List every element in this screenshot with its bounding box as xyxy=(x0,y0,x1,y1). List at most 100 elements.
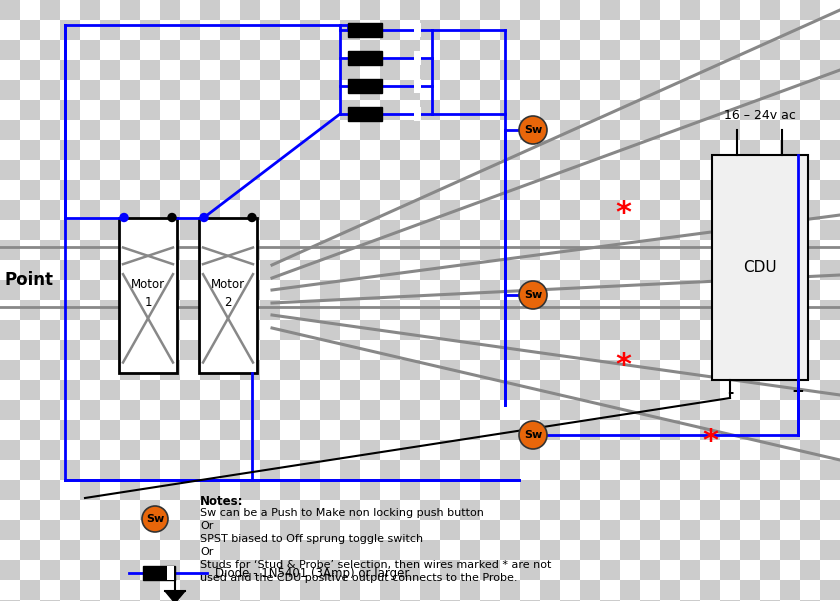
Bar xyxy=(600,440,620,460)
Bar xyxy=(460,500,480,520)
Bar xyxy=(180,340,200,360)
Bar xyxy=(400,120,420,140)
Bar xyxy=(320,320,340,340)
Bar xyxy=(348,107,382,121)
Bar xyxy=(60,100,80,120)
Bar xyxy=(60,260,80,280)
Bar xyxy=(640,500,660,520)
Bar xyxy=(720,500,740,520)
Bar xyxy=(140,380,160,400)
Bar xyxy=(200,180,220,200)
Bar xyxy=(520,540,540,560)
Bar xyxy=(20,0,40,20)
Bar xyxy=(0,460,20,480)
Bar xyxy=(680,480,700,500)
Bar xyxy=(400,160,420,180)
Bar xyxy=(680,560,700,580)
Bar xyxy=(420,540,440,560)
Bar xyxy=(540,160,560,180)
Bar xyxy=(200,20,220,40)
Bar xyxy=(360,420,380,440)
Bar xyxy=(460,240,480,260)
Bar xyxy=(780,580,800,600)
Bar xyxy=(20,300,40,320)
Bar xyxy=(0,340,20,360)
Bar xyxy=(260,180,280,200)
Bar xyxy=(260,260,280,280)
Bar xyxy=(40,240,60,260)
Bar xyxy=(0,440,20,460)
Bar xyxy=(560,60,580,80)
Bar xyxy=(780,560,800,580)
Bar xyxy=(560,200,580,220)
Bar xyxy=(500,120,520,140)
Bar xyxy=(200,500,220,520)
Bar xyxy=(820,180,840,200)
Bar xyxy=(460,300,480,320)
Bar xyxy=(660,260,680,280)
Bar xyxy=(800,420,820,440)
Bar xyxy=(0,300,20,320)
Bar xyxy=(40,480,60,500)
Bar xyxy=(380,260,400,280)
Bar xyxy=(640,400,660,420)
Bar xyxy=(820,120,840,140)
Bar xyxy=(380,480,400,500)
Bar xyxy=(100,60,120,80)
Bar xyxy=(660,500,680,520)
Bar xyxy=(400,300,420,320)
Bar xyxy=(720,540,740,560)
Bar xyxy=(600,160,620,180)
Bar xyxy=(680,600,700,601)
Circle shape xyxy=(248,213,256,222)
Bar xyxy=(520,280,540,300)
Bar xyxy=(280,280,300,300)
Bar xyxy=(160,360,180,380)
Bar xyxy=(0,220,20,240)
Bar xyxy=(720,240,740,260)
Bar xyxy=(560,40,580,60)
Bar xyxy=(120,200,140,220)
Bar xyxy=(500,420,520,440)
Polygon shape xyxy=(165,591,185,601)
Bar xyxy=(500,0,520,20)
Bar xyxy=(640,60,660,80)
Bar xyxy=(0,560,20,580)
Bar xyxy=(340,560,360,580)
Bar xyxy=(180,520,200,540)
Bar xyxy=(460,320,480,340)
Bar xyxy=(0,600,20,601)
Bar xyxy=(760,360,780,380)
Bar xyxy=(60,420,80,440)
Bar xyxy=(560,460,580,480)
Bar xyxy=(500,380,520,400)
Bar xyxy=(760,240,780,260)
Bar xyxy=(240,500,260,520)
Bar xyxy=(720,480,740,500)
Bar xyxy=(360,580,380,600)
Bar xyxy=(360,240,380,260)
Bar xyxy=(740,20,760,40)
Bar xyxy=(280,500,300,520)
Bar xyxy=(780,260,800,280)
Bar xyxy=(320,440,340,460)
Bar xyxy=(340,360,360,380)
Bar xyxy=(40,320,60,340)
Bar xyxy=(760,120,780,140)
Bar xyxy=(700,100,720,120)
Bar xyxy=(300,280,320,300)
Bar xyxy=(280,600,300,601)
Bar xyxy=(240,260,260,280)
Bar xyxy=(720,120,740,140)
Bar xyxy=(680,540,700,560)
Bar xyxy=(360,600,380,601)
Bar xyxy=(240,360,260,380)
Bar xyxy=(220,100,240,120)
Bar xyxy=(540,120,560,140)
Bar xyxy=(140,120,160,140)
Bar xyxy=(260,120,280,140)
Bar xyxy=(260,540,280,560)
Bar xyxy=(500,460,520,480)
Bar xyxy=(820,260,840,280)
Circle shape xyxy=(519,281,547,309)
